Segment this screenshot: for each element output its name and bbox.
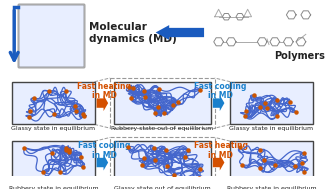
Text: Fast cooling: Fast cooling xyxy=(194,82,247,91)
Text: Fast heating: Fast heating xyxy=(193,141,248,150)
Bar xyxy=(12,82,95,124)
Bar xyxy=(230,82,313,124)
FancyArrow shape xyxy=(213,95,224,111)
Text: Rubbery state in equilibrium: Rubbery state in equilibrium xyxy=(9,186,98,189)
Text: Fast heating: Fast heating xyxy=(77,82,131,91)
Text: Rubbery state out of equilibrium: Rubbery state out of equilibrium xyxy=(111,126,214,131)
Text: Polymers: Polymers xyxy=(274,51,325,61)
FancyArrow shape xyxy=(156,25,204,40)
Text: Rubbery state in equilibrium: Rubbery state in equilibrium xyxy=(227,186,316,189)
Bar xyxy=(110,137,215,188)
Text: Fast cooling: Fast cooling xyxy=(78,141,130,150)
FancyArrow shape xyxy=(97,155,108,170)
Bar xyxy=(114,141,211,184)
Text: in MD: in MD xyxy=(92,151,117,160)
Text: Glassy state out of equilibrium: Glassy state out of equilibrium xyxy=(114,186,211,189)
Bar xyxy=(114,82,211,124)
Text: Glassy state in equilibrium: Glassy state in equilibrium xyxy=(229,126,314,131)
Bar xyxy=(110,78,215,128)
FancyArrow shape xyxy=(97,95,108,111)
Bar xyxy=(12,141,95,184)
Bar xyxy=(18,4,84,67)
Text: Glassy state in equilibrium: Glassy state in equilibrium xyxy=(11,126,95,131)
Text: in MD: in MD xyxy=(208,151,233,160)
Bar xyxy=(230,141,313,184)
Text: in MD: in MD xyxy=(92,91,117,100)
Text: dynamics (MD): dynamics (MD) xyxy=(89,34,177,44)
Bar xyxy=(18,4,84,67)
Text: in MD: in MD xyxy=(208,91,233,100)
Text: Molecular: Molecular xyxy=(89,22,147,32)
FancyArrow shape xyxy=(213,155,224,170)
